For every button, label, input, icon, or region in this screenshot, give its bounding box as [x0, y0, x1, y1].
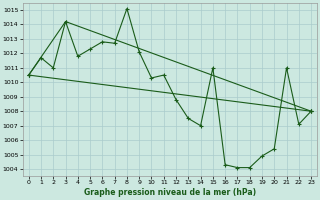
X-axis label: Graphe pression niveau de la mer (hPa): Graphe pression niveau de la mer (hPa) — [84, 188, 256, 197]
